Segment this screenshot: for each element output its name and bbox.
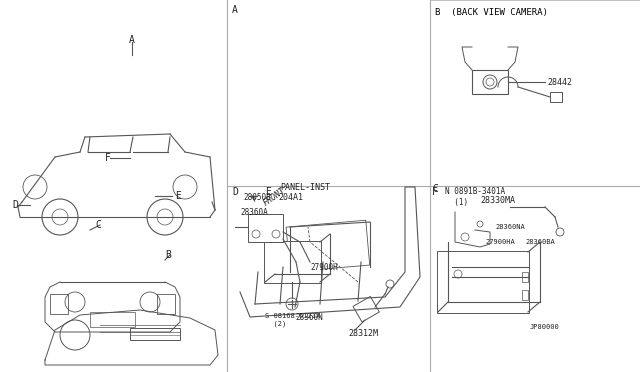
Bar [353, 296, 380, 322]
Text: S 08168-6121A
  (2): S 08168-6121A (2) [265, 313, 320, 327]
Bar [430, 0, 640, 186]
Bar [522, 290, 528, 300]
Text: D: D [12, 200, 18, 210]
Bar [157, 294, 175, 314]
Text: B  (BACK VIEW CAMERA): B (BACK VIEW CAMERA) [435, 7, 548, 16]
Text: 28360BA: 28360BA [525, 239, 555, 245]
Text: N 0891B-3401A
  (1): N 0891B-3401A (1) [445, 187, 505, 207]
Text: F: F [105, 153, 111, 163]
Text: E: E [175, 191, 181, 201]
Bar [522, 272, 528, 282]
Text: C: C [95, 220, 101, 230]
Text: B: B [165, 250, 171, 260]
Text: 27900HA: 27900HA [485, 239, 515, 245]
Text: D: D [232, 187, 238, 197]
Text: 28360A: 28360A [240, 208, 268, 217]
Bar [50, 294, 68, 314]
Text: 28442: 28442 [547, 77, 572, 87]
Text: 28360N: 28360N [295, 312, 323, 321]
FancyBboxPatch shape [437, 251, 529, 313]
Text: A: A [232, 5, 238, 15]
Text: PANEL-INST: PANEL-INST [280, 183, 330, 192]
Text: 28050B: 28050B [243, 192, 271, 202]
Bar [90, 312, 135, 327]
Text: JP80000: JP80000 [530, 324, 560, 330]
Text: E: E [265, 187, 271, 197]
Text: 27900H: 27900H [310, 263, 338, 272]
Bar [430, 186, 640, 372]
Text: 204A1: 204A1 [278, 192, 303, 202]
Text: 28360NA: 28360NA [495, 224, 525, 230]
Text: A: A [129, 35, 135, 45]
Bar [286, 220, 370, 272]
Bar [130, 328, 180, 340]
Text: 28312M: 28312M [348, 330, 378, 339]
Bar [550, 92, 562, 102]
FancyBboxPatch shape [264, 241, 321, 283]
Text: C: C [432, 184, 438, 194]
Text: FRONT: FRONT [262, 186, 287, 208]
Bar [472, 70, 508, 94]
Text: F: F [432, 187, 438, 197]
Bar [248, 214, 283, 242]
Text: 28330MA: 28330MA [480, 196, 515, 205]
